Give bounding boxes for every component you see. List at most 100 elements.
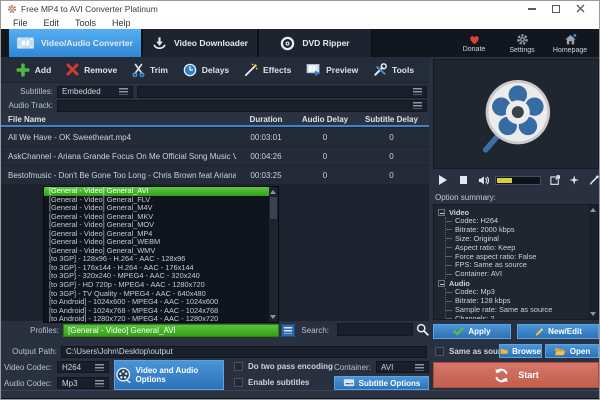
video-codec-select[interactable]: H264 — [57, 361, 109, 373]
list-item[interactable]: [General - Video] General_MP4 — [49, 228, 153, 238]
tree-scrollbar[interactable] — [589, 205, 598, 319]
video-audio-options-button[interactable]: Video and Audio Options — [114, 360, 224, 390]
container-select[interactable]: AVI — [376, 361, 429, 373]
enable-subtitles-checkbox[interactable] — [234, 378, 243, 387]
volume-icon[interactable] — [478, 175, 490, 186]
tree-item[interactable]: Size: Original — [446, 234, 589, 244]
scroll-up-icon[interactable] — [270, 190, 276, 194]
collapse-icon[interactable] — [438, 209, 445, 216]
stop-button[interactable] — [460, 176, 467, 184]
list-item[interactable]: [General - Video] General_MOV — [49, 220, 155, 230]
list-item[interactable]: [to 3GP] - HD 720p - MPEG4 - AAC - 1280x… — [49, 280, 205, 290]
scroll-down-icon[interactable] — [590, 312, 596, 316]
new-edit-button[interactable]: New/Edit — [517, 324, 599, 339]
profiles-select[interactable]: [General - Video] General_AVI — [63, 323, 279, 337]
tools-button[interactable]: Tools — [373, 62, 414, 77]
homepage-button[interactable]: Homepage — [551, 33, 589, 54]
scrollbar-thumb[interactable] — [270, 197, 277, 219]
same-as-source-row[interactable]: Same as source — [435, 345, 510, 358]
pen-tool-icon[interactable] — [589, 174, 599, 186]
audio-codec-select[interactable]: Mp3 — [57, 377, 109, 389]
expand-icon[interactable] — [550, 174, 560, 186]
subtitles-select[interactable]: Embedded — [57, 85, 133, 98]
collapse-icon[interactable] — [438, 280, 445, 288]
tree-section-audio[interactable]: Audio — [438, 279, 589, 288]
list-item[interactable]: [General - Video] General_WEBM — [49, 237, 161, 247]
list-item[interactable]: [to 3GP] - 128x96 - H.264 - AAC - 128x96 — [49, 254, 186, 264]
tab-video-downloader[interactable]: Video Downloader — [143, 29, 259, 57]
tab-video-audio-converter[interactable]: Video/Audio Converter — [9, 29, 143, 57]
browse-button[interactable]: Browse — [499, 344, 542, 358]
two-pass-checkbox-row[interactable]: Do two pass encoding — [234, 362, 333, 371]
app-icon — [7, 4, 17, 13]
list-item[interactable]: [General - Video] General_FLV — [49, 194, 151, 204]
table-row[interactable]: Bestofmusic - Don't Be Gone Too Long - C… — [1, 166, 429, 184]
list-item[interactable]: [to Android] - 1024x600 - MPEG4 - AAC - … — [49, 297, 219, 307]
list-item[interactable]: [General - Video] General_WMV — [49, 245, 156, 255]
two-pass-checkbox[interactable] — [234, 362, 243, 371]
settings-button[interactable]: Settings — [503, 33, 541, 54]
column-audio-delay[interactable]: Audio Delay — [301, 114, 349, 124]
tree-item[interactable]: Container: AVI — [446, 269, 589, 279]
audio-track-select[interactable] — [57, 99, 427, 112]
list-item[interactable]: [to 3GP] - TV Quality - MPEG4 - AAC - 64… — [49, 288, 206, 298]
list-item[interactable]: [General - Video] General_M4V — [49, 203, 153, 213]
search-icon[interactable] — [416, 323, 429, 336]
apply-button[interactable]: Apply — [433, 324, 511, 339]
tree-item[interactable]: Channels: 2 — [446, 314, 589, 319]
tree-item[interactable]: Bitrate: 2000 kbps — [446, 225, 589, 235]
output-path-field[interactable]: C:\Users\John\Desktop\output — [61, 345, 427, 358]
delays-button[interactable]: Delays — [183, 63, 229, 77]
donate-button[interactable]: Donate — [455, 34, 493, 53]
table-row[interactable]: All We Have - OK Sweetheart.mp4 00:03:01… — [1, 128, 429, 146]
effects-button[interactable]: Effects — [244, 63, 291, 77]
file-name: AskChannel - Ariana Grande Focus On Me O… — [8, 151, 236, 161]
minimize-button[interactable] — [528, 7, 536, 10]
search-input[interactable] — [337, 323, 413, 336]
tree-item[interactable]: FPS: Same as source — [446, 261, 589, 270]
list-item[interactable]: [to 3GP] - 320x240 - MPEG4 - AAC - 320x2… — [49, 271, 200, 281]
subtitle-options-button[interactable]: Subtitle Options — [334, 376, 429, 390]
remove-button[interactable]: Remove — [66, 63, 117, 76]
menu-item[interactable]: Tools — [75, 17, 97, 28]
menu-item[interactable]: File — [13, 17, 28, 28]
enable-subtitles-checkbox-row[interactable]: Enable subtitles — [234, 378, 309, 387]
tree-item[interactable]: Codec: H264 — [446, 216, 589, 226]
close-button[interactable] — [576, 4, 585, 13]
play-button[interactable] — [439, 175, 447, 185]
menu-item[interactable]: Edit — [43, 17, 60, 28]
scroll-up-icon[interactable] — [590, 208, 596, 212]
table-row[interactable]: AskChannel - Ariana Grande Focus On Me O… — [1, 147, 429, 165]
list-item[interactable]: [General - Video] General_AVI — [44, 187, 269, 196]
tree-item[interactable]: Aspect ratio: Keep — [446, 243, 589, 253]
volume-slider[interactable] — [495, 175, 541, 185]
profile-menu-button[interactable] — [281, 323, 295, 337]
volume-fill — [497, 177, 513, 183]
list-item[interactable]: [to Android] - 1024x768 - MPEG4 - AAC - … — [49, 305, 219, 315]
preview-button[interactable]: Preview — [306, 63, 358, 77]
open-button[interactable]: Open — [545, 344, 599, 358]
apply-label: Apply — [468, 327, 491, 336]
dropdown-scrollbar[interactable] — [269, 187, 278, 322]
subtitles-file-field[interactable] — [137, 85, 427, 98]
trim-button[interactable]: Trim — [132, 63, 168, 77]
menu-item[interactable]: Help — [112, 17, 131, 28]
tree-item[interactable]: Sample rate: Same as source — [446, 305, 589, 315]
same-as-source-checkbox[interactable] — [435, 347, 444, 356]
maximize-button[interactable] — [552, 4, 560, 13]
list-item[interactable]: [to 3GP] - 176x144 - H.264 - AAC - 176x1… — [49, 262, 194, 272]
tab-dvd-ripper[interactable]: DVD Ripper — [259, 29, 373, 57]
column-file-name[interactable]: File Name — [8, 114, 46, 124]
column-subtitle-delay[interactable]: Subtitle Delay — [365, 114, 418, 124]
tree-item[interactable]: Bitrate: 128 kbps — [446, 296, 589, 306]
list-item[interactable]: [General - Video] General_MKV — [49, 211, 154, 221]
start-button[interactable]: Start — [433, 362, 599, 388]
tree-section-video[interactable]: Video — [438, 208, 589, 217]
list-item[interactable]: [to Android] - 1280x720 - MPEG4 - AAC - … — [49, 314, 219, 322]
scroll-down-icon[interactable] — [270, 315, 276, 319]
snapshot-icon[interactable] — [569, 174, 580, 186]
tree-item[interactable]: Codec: Mp3 — [446, 287, 589, 297]
add-button[interactable]: Add — [16, 63, 51, 77]
tree-item[interactable]: Force aspect ratio: False — [446, 252, 589, 262]
column-duration[interactable]: Duration — [249, 114, 283, 124]
